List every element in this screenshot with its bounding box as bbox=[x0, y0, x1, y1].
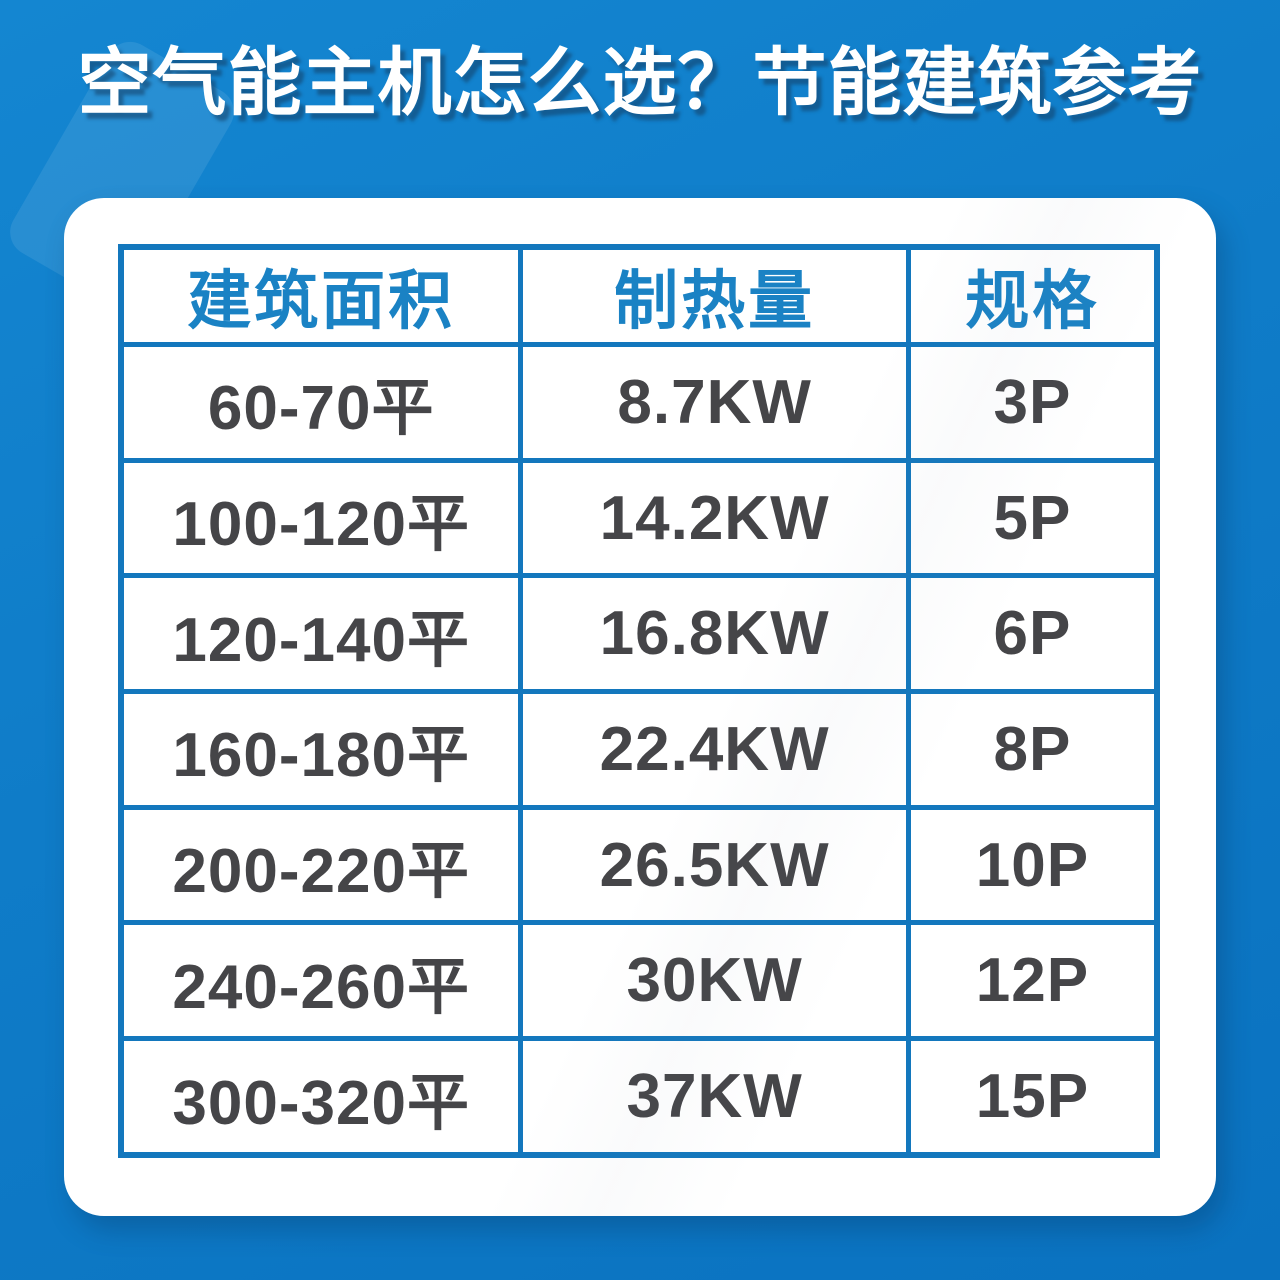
cell-spec: 3P bbox=[905, 342, 1160, 463]
cell-spec: 8P bbox=[905, 689, 1160, 810]
table-row: 100-120平 14.2KW 5P bbox=[118, 457, 1160, 579]
cell-area: 100-120平 bbox=[118, 457, 524, 579]
table-row: 240-260平 30KW 12P bbox=[118, 920, 1160, 1042]
page-title: 空气能主机怎么选？节能建筑参考 bbox=[77, 41, 1203, 124]
cell-spec: 6P bbox=[905, 573, 1160, 695]
table-header-row: 建筑面积 制热量 规格 bbox=[118, 244, 1160, 347]
table-row: 60-70平 8.7KW 3P bbox=[118, 342, 1160, 463]
cell-spec: 10P bbox=[905, 804, 1160, 926]
table-row: 200-220平 26.5KW 10P bbox=[118, 804, 1160, 926]
table-row: 160-180平 22.4KW 8P bbox=[118, 689, 1160, 810]
cell-area: 300-320平 bbox=[118, 1036, 524, 1158]
cell-area: 240-260平 bbox=[118, 920, 524, 1042]
col-header-spec: 规格 bbox=[905, 244, 1160, 347]
cell-capacity: 26.5KW bbox=[518, 804, 911, 926]
table-row: 300-320平 37KW 15P bbox=[118, 1036, 1160, 1158]
cell-spec: 15P bbox=[905, 1036, 1160, 1158]
cell-area: 200-220平 bbox=[118, 804, 524, 926]
cell-capacity: 37KW bbox=[518, 1036, 911, 1158]
cell-capacity: 14.2KW bbox=[518, 457, 911, 579]
table-card: 建筑面积 制热量 规格 60-70平 8.7KW 3P 100-120平 14.… bbox=[64, 198, 1216, 1216]
cell-capacity: 30KW bbox=[518, 920, 911, 1042]
col-header-heating-capacity: 制热量 bbox=[518, 244, 911, 347]
cell-capacity: 16.8KW bbox=[518, 573, 911, 695]
cell-capacity: 8.7KW bbox=[518, 342, 911, 463]
cell-capacity: 22.4KW bbox=[518, 689, 911, 810]
col-header-building-area: 建筑面积 bbox=[118, 244, 524, 347]
cell-spec: 5P bbox=[905, 457, 1160, 579]
cell-area: 120-140平 bbox=[118, 573, 524, 695]
cell-area: 60-70平 bbox=[118, 342, 524, 463]
cell-area: 160-180平 bbox=[118, 689, 524, 810]
table-row: 120-140平 16.8KW 6P bbox=[118, 573, 1160, 695]
spec-table: 建筑面积 制热量 规格 60-70平 8.7KW 3P 100-120平 14.… bbox=[118, 244, 1160, 1158]
cell-spec: 12P bbox=[905, 920, 1160, 1042]
